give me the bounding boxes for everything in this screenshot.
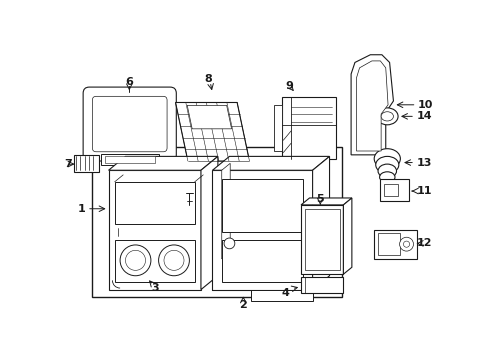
Polygon shape	[221, 252, 311, 259]
Circle shape	[125, 250, 145, 270]
Circle shape	[399, 237, 413, 251]
Ellipse shape	[377, 164, 396, 178]
Bar	[74, 155, 99, 172]
Text: 11: 11	[416, 186, 431, 196]
Ellipse shape	[376, 108, 397, 125]
Ellipse shape	[373, 149, 400, 169]
Text: 13: 13	[416, 158, 431, 167]
Circle shape	[224, 238, 234, 249]
Text: 2: 2	[239, 300, 246, 310]
Text: 1: 1	[78, 204, 85, 214]
Bar	[384, 184, 397, 197]
FancyBboxPatch shape	[83, 87, 176, 161]
Circle shape	[158, 245, 189, 276]
Polygon shape	[221, 163, 230, 259]
Bar	[101, 154, 158, 165]
Polygon shape	[350, 55, 393, 155]
Bar	[301, 276, 343, 293]
Polygon shape	[312, 156, 329, 289]
Bar	[221, 239, 303, 282]
Bar	[301, 205, 343, 274]
Polygon shape	[108, 170, 201, 289]
Polygon shape	[356, 61, 387, 151]
Text: 14: 14	[416, 111, 431, 121]
Bar	[115, 182, 194, 224]
Ellipse shape	[379, 172, 394, 183]
Text: 9: 9	[285, 81, 293, 91]
Bar	[274, 105, 281, 151]
Text: 10: 10	[417, 100, 432, 110]
Text: 7: 7	[64, 159, 72, 169]
Bar	[91, 147, 341, 297]
Text: 8: 8	[204, 74, 212, 84]
Text: 6: 6	[125, 77, 133, 87]
Text: 4: 4	[281, 288, 289, 298]
Bar	[104, 156, 154, 163]
Bar	[377, 233, 399, 255]
Bar	[305, 209, 339, 270]
Circle shape	[403, 241, 409, 247]
Bar	[379, 180, 408, 201]
Bar	[281, 97, 335, 159]
FancyBboxPatch shape	[92, 96, 167, 152]
Text: 5: 5	[316, 194, 324, 204]
Bar	[115, 239, 194, 282]
Polygon shape	[108, 156, 218, 170]
Polygon shape	[301, 198, 351, 205]
Polygon shape	[201, 156, 218, 289]
Polygon shape	[187, 105, 231, 129]
Polygon shape	[212, 170, 312, 289]
Text: 12: 12	[416, 238, 431, 248]
Bar	[373, 230, 416, 259]
Circle shape	[163, 250, 183, 270]
Circle shape	[120, 245, 151, 276]
Polygon shape	[212, 289, 312, 301]
Text: 3: 3	[151, 283, 158, 293]
Ellipse shape	[380, 112, 393, 121]
Polygon shape	[343, 198, 351, 274]
Ellipse shape	[375, 156, 398, 173]
Polygon shape	[212, 156, 329, 170]
Bar	[221, 180, 303, 232]
Polygon shape	[175, 103, 249, 161]
